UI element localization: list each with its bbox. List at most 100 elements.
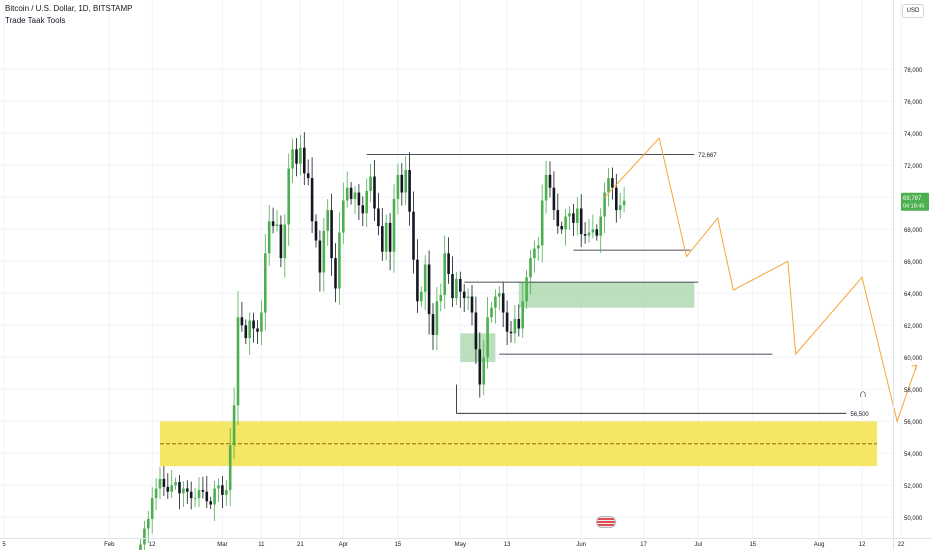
candle (267, 221, 271, 254)
candle (244, 325, 248, 339)
candle (599, 216, 602, 236)
candle (201, 490, 205, 492)
candle (615, 187, 618, 211)
candle (228, 445, 232, 491)
price-axis-tick: 56,000 (904, 420, 923, 426)
candle (345, 187, 349, 201)
candle (225, 490, 228, 495)
candle (611, 178, 614, 188)
time-axis-tick: Aug (814, 542, 825, 548)
candle (427, 264, 431, 315)
candle (178, 482, 181, 494)
time-axis-tick: 13 (504, 542, 511, 548)
magnet-icon[interactable]: ∩ (859, 388, 867, 400)
candle (521, 301, 524, 329)
candle (232, 405, 236, 446)
price-axis-tick: 78,000 (904, 68, 923, 74)
candle (322, 230, 326, 273)
currency-button[interactable]: USD (902, 4, 924, 18)
candle (384, 222, 388, 252)
projection-arrowhead (911, 364, 918, 371)
candle (482, 357, 485, 385)
candle (525, 277, 528, 302)
time-axis-tick: 11 (258, 542, 265, 548)
candle (330, 210, 333, 259)
candle (193, 498, 197, 499)
candle (365, 190, 368, 214)
candle (576, 208, 579, 223)
candle (139, 544, 142, 550)
candle (209, 501, 212, 505)
candle (381, 226, 384, 252)
chart-title: Bitcoin / U.S. Dollar, 1D, BITSTAMP (5, 4, 133, 13)
candle (455, 278, 458, 299)
candle (556, 210, 560, 227)
candle (236, 317, 240, 406)
candle (283, 224, 287, 259)
price-axis-tick: 76,000 (904, 100, 923, 106)
price-axis-tick: 66,000 (904, 260, 923, 266)
price-axis-tick: 74,000 (904, 132, 923, 138)
us-flag-icon[interactable] (596, 516, 616, 528)
candle (544, 174, 548, 201)
candle (404, 170, 407, 193)
projection-path (604, 137, 918, 424)
time-axis-tick: Jul (694, 542, 702, 548)
candle (147, 518, 150, 529)
candle (533, 248, 536, 259)
candle (264, 253, 267, 313)
indicator-name[interactable]: Trade Taak Tools (5, 16, 66, 25)
high-level-label: 72,667 (698, 153, 717, 159)
candle (357, 192, 361, 206)
price-axis-tick: 50,000 (904, 516, 923, 522)
candle (186, 488, 189, 492)
candle (622, 200, 626, 206)
candle (439, 294, 443, 302)
candle (509, 331, 513, 334)
candle (205, 491, 209, 502)
candle (443, 253, 446, 295)
candle (252, 320, 255, 329)
candle (447, 253, 450, 275)
candle (349, 187, 353, 199)
price-axis-tick: 60,000 (904, 356, 923, 362)
time-axis-tick: 5 (2, 542, 6, 548)
candle (314, 221, 318, 241)
candle (303, 147, 306, 174)
candle (217, 485, 220, 489)
candle (408, 170, 411, 212)
candle (513, 318, 517, 334)
candle (377, 208, 380, 227)
candle (540, 200, 544, 246)
candle (342, 200, 345, 233)
price-axis-tick: 62,000 (904, 324, 923, 330)
time-axis-tick: Apr (339, 542, 348, 548)
candle (213, 488, 216, 505)
candle (373, 176, 376, 209)
candle (162, 478, 166, 487)
candle (166, 486, 170, 492)
candle (501, 293, 505, 313)
candle (369, 176, 372, 191)
candle (498, 293, 501, 297)
time-axis-tick: 15 (749, 542, 756, 548)
candle (494, 296, 497, 308)
candle (318, 240, 322, 273)
candle (607, 178, 610, 193)
candle (603, 192, 606, 217)
candle (396, 174, 400, 199)
candle (478, 349, 482, 385)
candle (158, 478, 162, 489)
candle (260, 312, 263, 332)
candle (154, 488, 158, 499)
time-axis-tick: 12 (149, 542, 156, 548)
candle (170, 485, 173, 492)
time-axis-tick: May (455, 542, 466, 548)
price-axis-tick: 72,000 (904, 164, 923, 170)
candle (548, 174, 552, 188)
time-axis-tick: 21 (297, 542, 304, 548)
candle (587, 232, 591, 236)
candle (568, 213, 571, 217)
candle (240, 317, 244, 326)
